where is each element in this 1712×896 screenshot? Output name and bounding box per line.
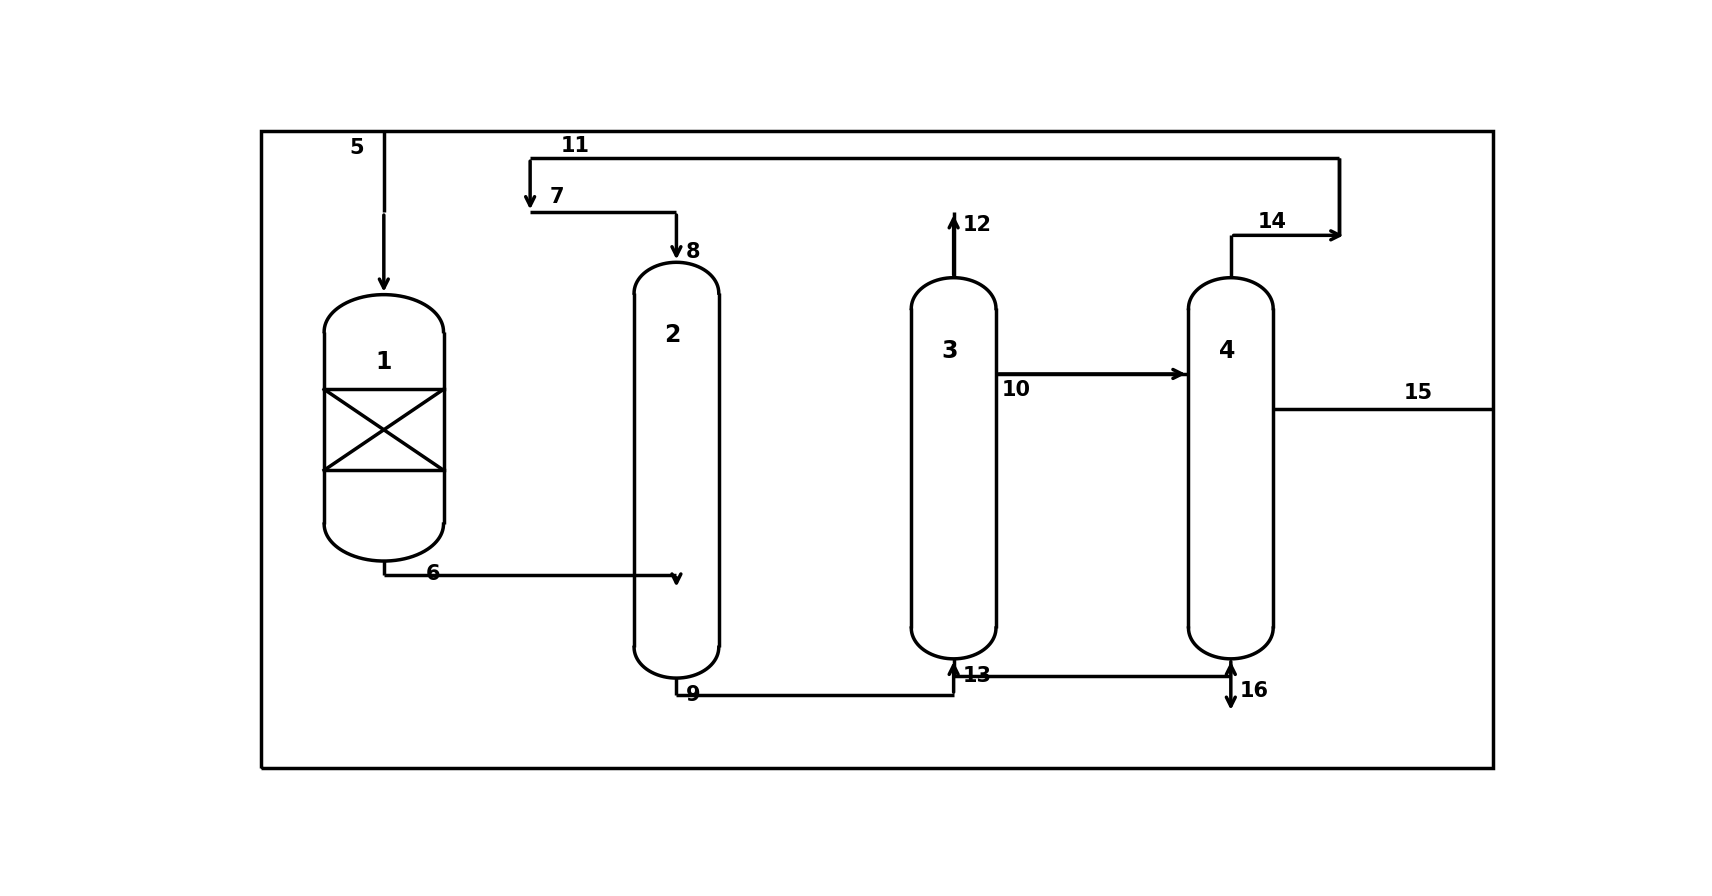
Text: 5: 5 — [349, 139, 365, 159]
Text: 7: 7 — [550, 187, 563, 207]
Text: 15: 15 — [1404, 383, 1433, 403]
Text: 8: 8 — [687, 243, 700, 263]
Text: 1: 1 — [375, 350, 392, 375]
Text: 4: 4 — [1219, 339, 1234, 363]
Text: 2: 2 — [664, 323, 681, 348]
Text: 13: 13 — [962, 666, 991, 686]
Text: 12: 12 — [962, 216, 991, 236]
Text: 11: 11 — [562, 136, 591, 156]
Text: 14: 14 — [1258, 211, 1287, 232]
Text: 9: 9 — [687, 685, 700, 705]
Text: 10: 10 — [1002, 380, 1031, 400]
Text: 6: 6 — [426, 564, 440, 584]
Text: 16: 16 — [1239, 681, 1269, 702]
Text: 3: 3 — [942, 339, 959, 363]
